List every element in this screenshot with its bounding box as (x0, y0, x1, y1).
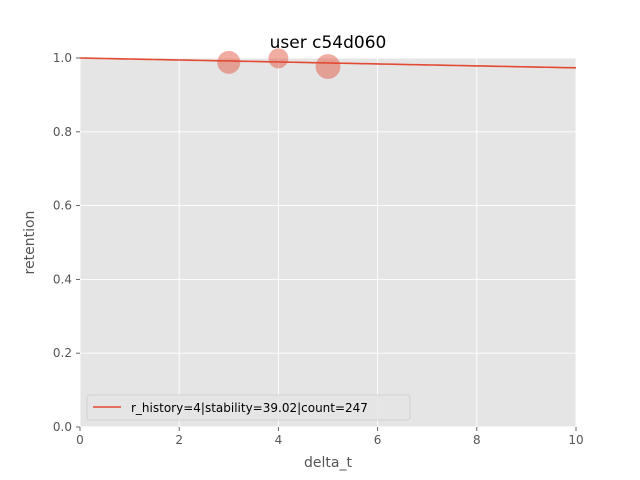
x-tick-label: 8 (473, 433, 481, 447)
scatter-point (217, 51, 240, 74)
x-axis-label: delta_t (304, 455, 352, 471)
y-tick-label: 0.8 (53, 125, 72, 139)
y-tick-label: 0.6 (53, 199, 72, 213)
legend: r_history=4|stability=39.02|count=247 (87, 395, 410, 420)
legend-entry-label: r_history=4|stability=39.02|count=247 (131, 401, 368, 415)
y-tick-label: 0.0 (53, 420, 72, 434)
x-tick-label: 2 (175, 433, 183, 447)
y-tick-label: 1.0 (53, 51, 72, 65)
y-tick-label: 0.2 (53, 346, 72, 360)
chart-title: user c54d060 (270, 33, 387, 53)
y-tick-label: 0.4 (53, 272, 72, 286)
x-tick-label: 10 (568, 433, 583, 447)
y-axis-label: retention (22, 211, 38, 275)
x-tick-label: 4 (275, 433, 283, 447)
x-tick-label: 0 (76, 433, 84, 447)
x-tick-label: 6 (374, 433, 382, 447)
scatter-point (316, 54, 341, 79)
plot-area (80, 58, 576, 427)
